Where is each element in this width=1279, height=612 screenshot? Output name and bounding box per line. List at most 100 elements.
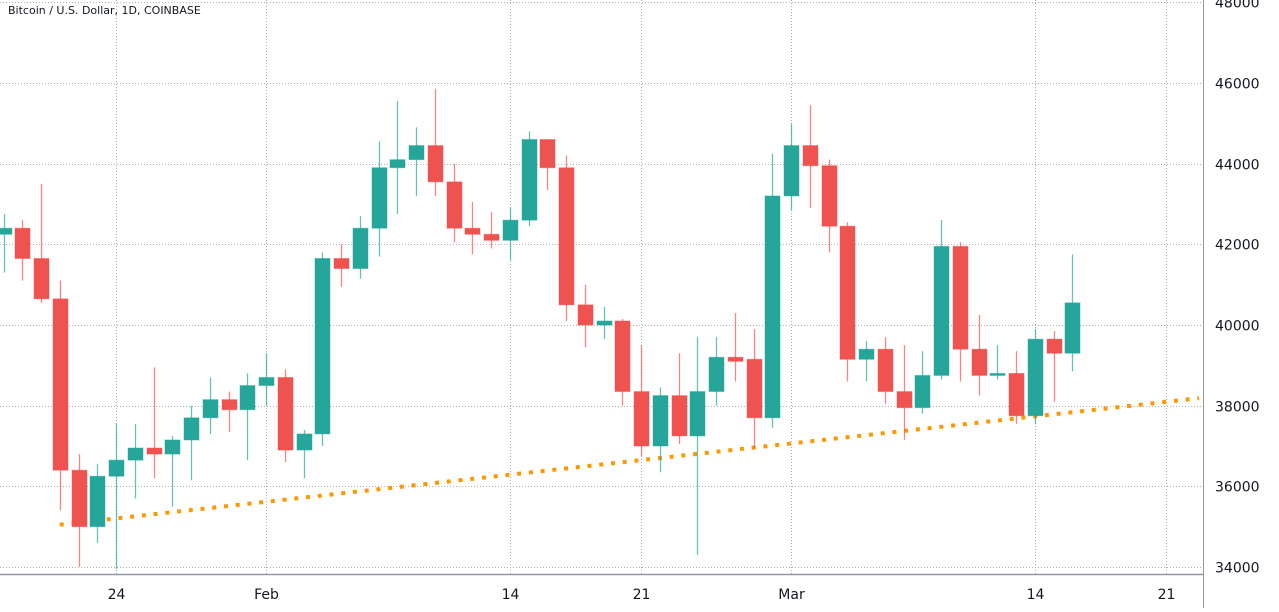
candle-bearish [614,318,631,406]
candle-body [764,195,781,419]
candle-bearish [896,345,913,440]
time-tick-label: 14 [502,587,520,603]
candle-body [539,139,556,169]
chart-title: Bitcoin / U.S. Dollar, 1D, COINBASE [8,4,201,17]
candle-bullish [408,127,425,196]
candle-body [183,417,200,441]
candle-bearish [277,369,294,463]
price-tick-label: 38000 [1215,400,1260,416]
candle-bullish [689,337,706,555]
candle-bearish [333,244,350,287]
time-axis[interactable] [0,575,1204,608]
candle-body [464,227,481,235]
time-tick-label: 21 [633,587,651,603]
candle-body [52,298,69,471]
candle-bearish [727,312,744,382]
price-tick-label: 40000 [1215,319,1260,335]
candle-bearish [633,345,650,457]
candle-body [652,395,669,447]
candle-bullish [389,101,406,215]
candle-bearish [464,202,481,255]
candle-bullish [914,351,931,414]
candle-body [314,257,331,435]
candle-body [858,348,875,360]
candle-bullish [1064,254,1081,372]
candle-body [971,348,988,376]
candle-bullish [352,216,369,279]
candle-bullish [521,131,538,227]
time-tick-label: 24 [108,587,126,603]
candle-body [1046,338,1063,354]
candle-body [89,475,106,528]
time-tick-label: Feb [254,587,279,603]
candle-bearish [446,163,463,243]
candle-body [989,372,1006,376]
candle-body [1008,372,1025,417]
candle-body [596,320,613,326]
price-axis-labels: 34000 36000 38000 40000 42000 44000 46000 48000 [1215,0,1260,577]
candle-bearish [971,314,988,396]
candles [0,89,1081,570]
price-tick-label: 44000 [1215,158,1260,174]
candle-bullish [933,220,950,380]
candle-body [0,227,13,235]
price-tick-label: 42000 [1215,238,1260,254]
candle-body [146,447,163,455]
grid-lines [0,0,1203,574]
candle-bearish [1046,331,1063,402]
candle-bullish [989,345,1006,380]
candle-body [877,348,894,393]
candle-bearish [577,284,594,348]
candle-bearish [33,183,50,303]
candle-body [689,391,706,437]
candle-bullish [314,252,331,447]
candle-bearish [52,280,69,511]
candle-body [914,374,931,409]
trendline-dotted[interactable] [59,396,1200,527]
price-tick-label: 36000 [1215,480,1260,496]
candle-body [71,469,88,528]
candle-bullish [858,341,875,382]
candle-bullish [258,353,275,406]
candle-bearish [539,139,556,190]
candle-bullish [708,337,725,406]
candle-body [727,356,744,362]
price-tick-label: 34000 [1215,561,1260,577]
candle-body [221,399,238,411]
candle-bearish [71,454,88,567]
candle-body [933,245,950,376]
candle-body [896,391,913,409]
candle-body [1064,302,1081,354]
candle-body [708,356,725,393]
time-tick-label: 14 [1027,587,1045,603]
candle-body [389,159,406,169]
candle-body [277,376,294,451]
candle-bullish [89,464,106,543]
time-axis-labels: 24 Feb 14 21 Mar 14 21 [108,587,1176,603]
candle-body [352,227,369,270]
candle-bearish [802,105,819,209]
candle-bullish [239,373,256,461]
candle-bullish [502,208,519,261]
candle-bullish [202,377,219,434]
candle-body [783,145,800,197]
candle-bearish [746,329,763,449]
price-axis[interactable] [1204,0,1279,608]
candle-bullish [1027,329,1044,424]
candle-body [558,167,575,306]
candle-body [239,385,256,411]
candle-bearish [821,159,838,253]
time-tick-label: Mar [778,587,805,603]
candle-body [633,391,650,447]
price-tick-label: 48000 [1215,0,1260,12]
support-trendline[interactable] [59,396,1200,527]
candle-bullish [596,306,613,340]
candle-bullish [0,214,13,273]
candle-body [108,459,125,477]
price-tick-label: 46000 [1215,77,1260,93]
candle-body [671,395,688,437]
candle-body [746,358,763,419]
